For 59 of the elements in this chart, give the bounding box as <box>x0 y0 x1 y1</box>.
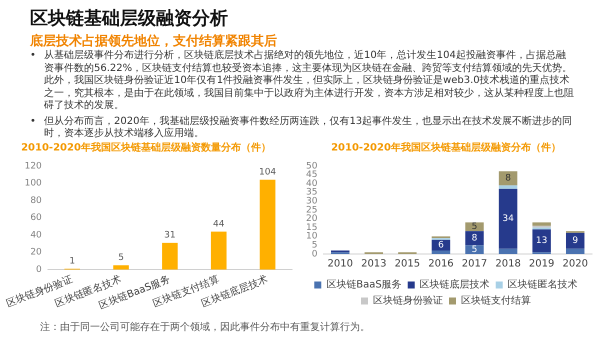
y-tick-label: 0 <box>312 249 318 260</box>
y-tick-label: 25 <box>306 205 318 216</box>
data-label: 8 <box>472 234 478 244</box>
bar <box>162 242 178 270</box>
text: • 但从分布而言，2020年，我基础层级投融资事件数经历两连跌，仅有13起事件发生，也显示出在技术发展不断进步的同时，资本逐步从技术端移入应用端。 <box>30 116 574 140</box>
bar <box>113 265 129 270</box>
x-tick-label: 2016 <box>428 258 454 270</box>
y-tick-label: 15 <box>306 222 318 233</box>
bar <box>498 188 518 249</box>
x-tick-label: 2018 <box>495 258 521 270</box>
data-label: 8 <box>505 174 512 184</box>
data-label: 6 <box>438 240 444 251</box>
text: 注：由于同一公司可能存在于两个领域，因此事件分布中有重复计算行为。 <box>40 322 370 333</box>
y-tick-label: 40 <box>30 230 42 240</box>
data-label: 31 <box>164 230 176 241</box>
y-tick-label: 30 <box>306 196 318 207</box>
bar <box>498 248 518 254</box>
bar <box>532 222 551 226</box>
bar <box>260 180 276 270</box>
data-label: 5 <box>472 222 478 232</box>
y-tick-label: 80 <box>30 196 42 206</box>
chart-title: 2010-2020年我国区块链基础层级融资分布（件） <box>331 142 561 154</box>
data-label: 9 <box>572 236 578 246</box>
x-tick-label: 2010 <box>328 258 353 270</box>
y-tick-label: 120 <box>24 161 42 172</box>
x-tick-label: 2015 <box>394 258 420 270</box>
data-label: 5 <box>118 253 124 264</box>
y-tick-label: 100 <box>24 178 42 189</box>
data-label: 1 <box>69 256 76 267</box>
y-tick-label: 0 <box>36 264 42 275</box>
bar <box>432 250 450 254</box>
bar <box>498 185 518 189</box>
data-label: 34 <box>502 214 514 224</box>
bar <box>498 171 518 186</box>
bar <box>566 248 584 254</box>
data-label: 44 <box>213 219 225 230</box>
chart-title: 2010-2020年我国区块链基础层级融资数量分布（件） <box>21 142 271 154</box>
x-tick-label: 2020 <box>562 258 588 270</box>
bar <box>210 232 227 270</box>
y-tick-label: 50 <box>306 161 318 172</box>
y-tick-label: 40 <box>306 178 318 189</box>
x-tick-label: 2017 <box>462 258 488 270</box>
x-tick-label: 2019 <box>528 258 554 270</box>
data-label: 5 <box>472 244 478 255</box>
y-tick-label: 45 <box>306 170 318 180</box>
y-tick-label: 20 <box>30 248 42 258</box>
y-tick-label: 60 <box>30 213 42 224</box>
data-label: 13 <box>536 236 548 246</box>
text: 底层技术占据领先地位，支付结算紧跟其后 <box>30 32 277 50</box>
y-tick-label: 35 <box>306 188 318 198</box>
bar <box>566 232 584 249</box>
text: • 从基础层级事件分布进行分析，区块链底层技术占据绝对的领先地位，近10年，总计发生104起投融资事件，占据总融资事件数的56.22%，区块链支付结算也较受资本追捧，这主要体现为区块链在金融、跨贸等支付结算领域的先天优势。此外，我国区块链身份验证近10年仅有1件投融资事件发生，但实际上，区块链身份验证是web3.0技术栈道的重点技术之一，究其根本，是由于在此领域，我国目前集中于以政府为主体进行开发，资本方涉足相对较少，这从某种程度上也阻碍了技术的发展。 <box>30 50 575 112</box>
y-tick-label: 10 <box>306 232 318 242</box>
y-tick-label: 20 <box>306 214 318 224</box>
x-tick-label: 2013 <box>361 258 387 270</box>
bar <box>532 229 551 252</box>
y-tick-label: 5 <box>312 240 318 251</box>
text: 区块链基础层级融资分析 <box>30 7 228 30</box>
data-label: 104 <box>258 168 276 178</box>
